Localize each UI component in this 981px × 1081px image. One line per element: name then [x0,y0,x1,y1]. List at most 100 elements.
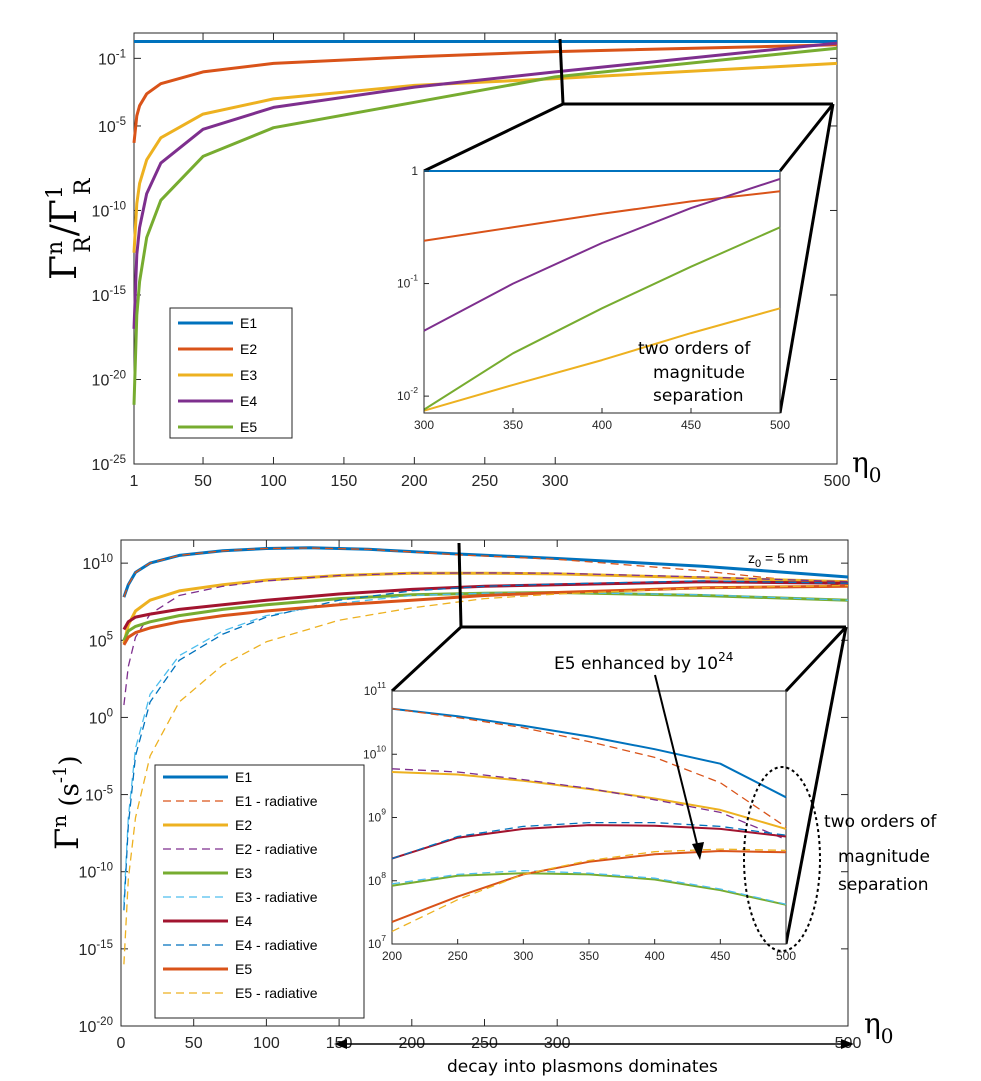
top-inset-series-e3 [423,307,781,412]
bottom-zoom-connector-left [390,625,463,693]
top-ylabel: Γn R/Γ1 R [43,177,96,280]
bottom-inset-series-e5 [391,850,787,923]
top-inset-ytick-label: 10-1 [397,273,418,291]
bottom-inset-xtick-label: 350 [579,949,599,963]
bottom-inset-series-e2-radiative [391,768,787,841]
top-ytick-labels: 10-1 10-5 10-10 10-15 10-20 10-25 [92,48,126,474]
bottom-inset-ytick-label: 1011 [364,680,387,698]
bottom-zoom-connectors [390,542,848,945]
bottom-series-e4-radiative [123,580,849,911]
top-annotation-line-3: separation [653,386,744,406]
top-legend-label-e3: E3 [240,367,257,383]
bottom-legend-label-e3-radiative: E3 - radiative [235,889,318,905]
top-xtick-label: 250 [471,473,498,490]
top-inset-series-e5 [423,226,781,411]
e5-enhanced-arrow [654,674,704,860]
plasmons-annotation: decay into plasmons dominates [447,1057,718,1077]
bottom-inset-series-e1 [391,707,787,799]
top-inset-xtick-label: 500 [770,418,790,432]
top-inset-xtick-label: 350 [503,418,523,432]
bottom-inset-xtick-label: 500 [776,949,796,963]
top-ytick-label: 10-10 [92,200,126,220]
top-inset-xtick-label: 400 [592,418,612,432]
e5-enhanced-annotation: E5 enhanced by 1024 [554,650,733,674]
bottom-separation-line-3: separation [838,875,929,895]
top-inset: 1 10-1 10-2 300 350 400 450 500 two orders of m… [397,164,790,432]
bottom-inset-series-e3-radiative [391,869,787,905]
bottom-inset-xtick-label: 450 [710,949,730,963]
bottom-xtick-label: 100 [253,1035,280,1052]
bottom-legend-label-e2-radiative: E2 - radiative [235,841,318,857]
bottom-inset-series-e4 [391,824,787,860]
top-inset-ytick-label: 10-2 [397,385,418,403]
bottom-series-e5-radiative [123,584,849,965]
top-legend: E1 E2 E3 E4 E5 [169,307,293,439]
top-series [132,40,838,405]
bottom-legend-label-e1: E1 [235,769,252,785]
top-zoom-connectors [423,38,835,414]
bottom-inset-xtick-label: 250 [448,949,468,963]
bottom-series-e2 [122,571,849,644]
bottom-series-e4 [122,580,849,631]
top-xtick-labels: 1 50 100 150 200 250 300 500 [130,473,851,490]
top-xtick-label: 200 [401,473,428,490]
bottom-series-e1-radiative [123,547,849,598]
bottom-zoom-connector-right-top [784,625,848,693]
bottom-ylabel: Γn (s-1) [47,755,86,850]
bottom-legend-label-e3: E3 [235,865,252,881]
top-legend-label-e1: E1 [240,315,257,331]
bottom-inset-series-e4-radiative [391,821,787,860]
bottom-legend-label-e2: E2 [235,817,252,833]
top-series-e2 [132,43,838,144]
top-xtick-label: 300 [542,473,569,490]
bottom-separation-line-2: magnitude [838,847,930,867]
top-inset-series-e4 [423,177,781,332]
top-inset-ytick-label: 1 [411,164,418,178]
top-zoom-connector-left [423,102,564,173]
top-xtick-label: 100 [260,473,287,490]
bottom-series-e3-radiative [123,591,849,903]
top-zoom-marker [558,38,565,105]
top-ytick-label: 10-15 [92,285,126,305]
bottom-ytick-label: 100 [89,707,113,727]
bottom-inset-ytick-label: 107 [368,933,386,951]
bottom-ytick-labels: 1010 105 100 10-5 10-10 10-15 10-20 [79,553,113,1036]
bottom-legend-label-e5-radiative: E5 - radiative [235,985,318,1001]
top-inset-xtick-label: 450 [681,418,701,432]
bottom-inset-box [391,690,787,945]
bottom-legend-box [154,764,365,1019]
bottom-ytick-label: 10-10 [79,862,113,882]
top-zoom-connector-right-bottom [778,103,835,414]
top-ytick-label: 10-5 [98,116,126,136]
bottom-ytick-label: 1010 [82,553,113,573]
bottom-zoom-connector-right-bottom [784,626,848,945]
bottom-inset-series-e5-radiative [391,848,787,932]
top-legend-label-e2: E2 [240,341,257,357]
bottom-ytick-label: 10-5 [85,785,113,805]
bottom-legend-label-e1-radiative: E1 - radiative [235,793,318,809]
top-series-e5 [132,46,838,405]
bottom-series-e5 [122,584,849,646]
bottom-ytick-label: 105 [89,630,113,650]
bottom-xtick-label: 50 [185,1035,203,1052]
top-ytick-label: 10-20 [92,369,126,389]
separation-ellipse [743,766,821,952]
top-xtick-label: 50 [194,473,212,490]
bottom-legend-label-e4-radiative: E4 - radiative [235,937,318,953]
bottom-legend-label-e4: E4 [235,913,252,929]
top-ytick-label: 10-25 [92,454,126,474]
bottom-inset-ytick-label: 109 [368,807,386,825]
top-xlabel: η0 [852,446,882,487]
bottom-xtick-label: 0 [117,1035,126,1052]
z0-label: z0 = 5 nm [748,550,808,570]
top-legend-label-e4: E4 [240,393,257,409]
bottom-legend: E1 E1 - radiative E2 E2 - radiative E3 E3 - r… [154,764,365,1019]
top-ytick-label: 10-1 [98,48,126,68]
bottom-inset-xtick-label: 400 [645,949,665,963]
bottom-series [122,546,849,965]
bottom-inset-series-e1-radiative [391,708,787,828]
